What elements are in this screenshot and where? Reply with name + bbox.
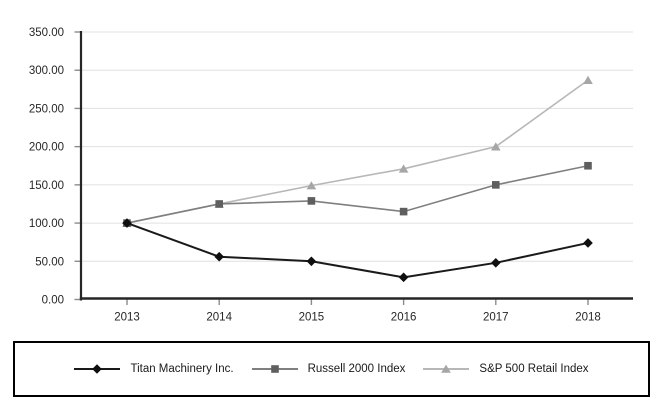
series-line xyxy=(126,222,589,279)
square-data-point-marker xyxy=(492,181,500,189)
legend-label-titan-machinery: Titan Machinery Inc. xyxy=(130,363,234,375)
diamond-data-point-marker xyxy=(122,218,132,228)
y-axis-tick-label: 50.00 xyxy=(35,256,64,268)
chart-legend: Titan Machinery Inc. Russell 2000 Index … xyxy=(13,341,650,397)
y-axis-tick-label: 150.00 xyxy=(29,180,64,192)
plot-area: 350.00 300.00 250.00 200.00 150.00 100.00 50.0… xyxy=(29,27,633,324)
x-axis-tick-label: 2016 xyxy=(391,312,417,324)
y-axis-tick-label: 100.00 xyxy=(29,218,64,230)
square-data-point-marker xyxy=(307,197,316,205)
triangle-data-point-marker xyxy=(583,75,593,84)
triangle-line-legend-marker-icon xyxy=(423,364,470,373)
series-line xyxy=(126,79,589,224)
x-axis-tick-label: 2017 xyxy=(483,312,509,324)
square-data-point-marker xyxy=(584,161,592,170)
y-axis-tick-label: 350.00 xyxy=(29,27,64,39)
y-axis-tick-label: 250.00 xyxy=(29,103,64,115)
square-data-point-marker xyxy=(399,207,408,216)
diamond-data-point-marker xyxy=(583,238,593,248)
diamond-line-legend-marker-icon xyxy=(74,364,121,374)
square-data-point-marker xyxy=(215,200,223,208)
x-axis-tick-label: 2015 xyxy=(299,312,325,324)
diamond-data-point-marker xyxy=(214,251,224,262)
diamond-data-point-marker xyxy=(306,256,317,267)
diamond-data-point-marker xyxy=(491,258,501,268)
triangle-data-point-marker xyxy=(398,164,409,173)
x-axis-tick-label: 2013 xyxy=(114,312,140,324)
series-line xyxy=(126,164,589,224)
legend-item-russell-2000: Russell 2000 Index xyxy=(251,363,406,375)
y-axis-tick-label: 300.00 xyxy=(29,65,64,77)
triangle-data-point-marker xyxy=(491,142,501,151)
triangle-data-point-marker xyxy=(306,181,317,190)
diamond-data-point-marker xyxy=(398,272,409,283)
y-axis-tick-label: 0.00 xyxy=(42,295,64,307)
square-line-legend-marker-icon xyxy=(251,365,298,373)
legend-item-titan-machinery: Titan Machinery Inc. xyxy=(74,363,234,375)
x-axis-tick-label: 2014 xyxy=(206,312,232,324)
y-axis-tick-label: 200.00 xyxy=(29,142,64,154)
x-axis-tick-label: 2018 xyxy=(575,312,601,324)
legend-item-sp500-retail: S&P 500 Retail Index xyxy=(423,363,589,375)
legend-label-sp500-retail: S&P 500 Retail Index xyxy=(479,363,589,375)
legend-label-russell-2000: Russell 2000 Index xyxy=(307,363,406,375)
